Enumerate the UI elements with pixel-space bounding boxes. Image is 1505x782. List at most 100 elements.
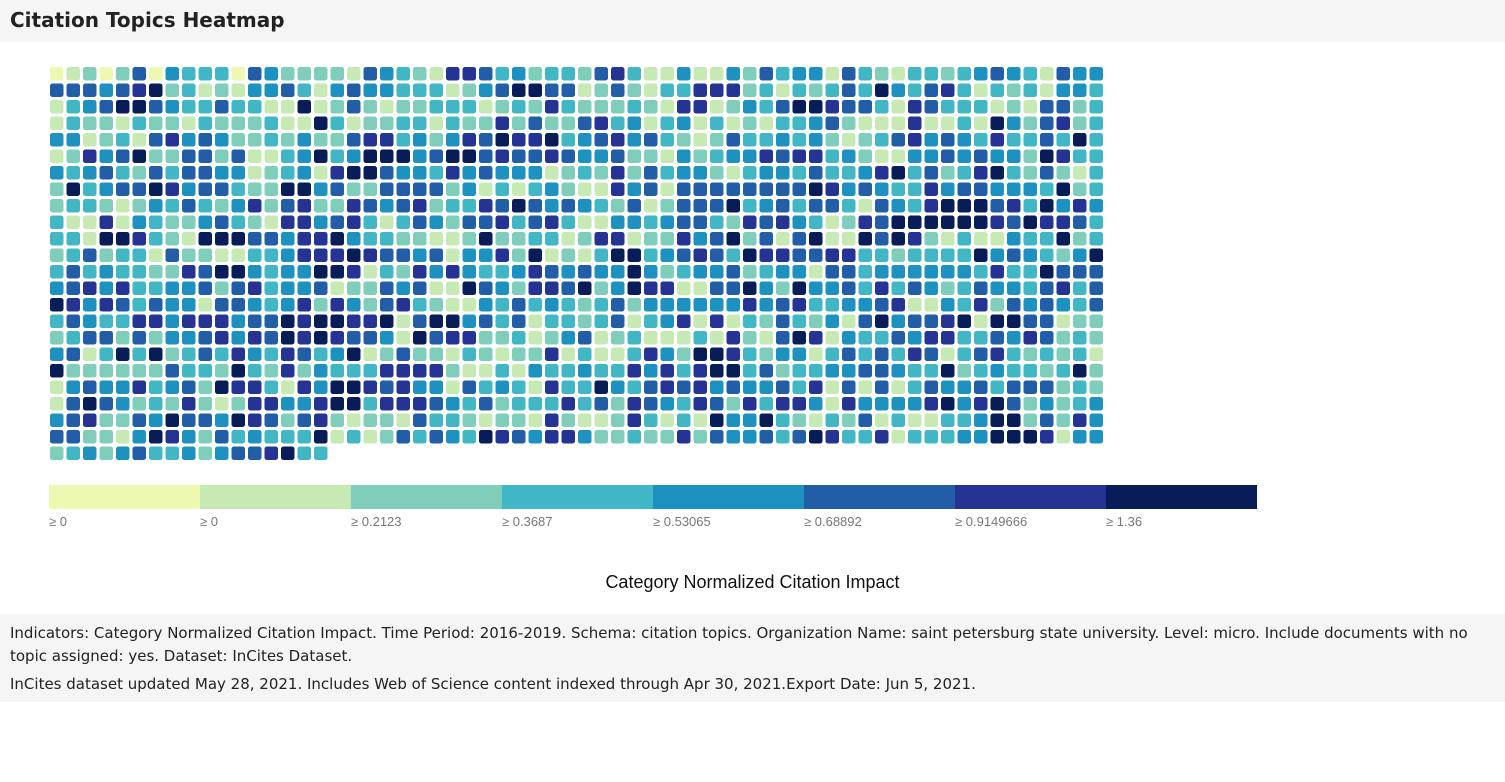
heatmap-cell[interactable]	[297, 446, 312, 461]
heatmap-cell[interactable]	[710, 331, 724, 345]
heatmap-cell[interactable]	[413, 298, 427, 312]
heatmap-cell[interactable]	[792, 331, 807, 345]
heatmap-cell[interactable]	[83, 265, 97, 279]
heatmap-cell[interactable]	[611, 397, 625, 411]
heatmap-cell[interactable]	[314, 298, 328, 312]
heatmap-cell[interactable]	[66, 100, 81, 114]
heatmap-cell[interactable]	[182, 298, 196, 312]
heatmap-cell[interactable]	[710, 281, 724, 296]
heatmap-cell[interactable]	[314, 413, 328, 428]
heatmap-cell[interactable]	[594, 413, 609, 428]
heatmap-cell[interactable]	[660, 248, 675, 263]
heatmap-cell[interactable]	[149, 380, 163, 395]
heatmap-cell[interactable]	[495, 215, 510, 230]
heatmap-cell[interactable]	[611, 215, 625, 230]
heatmap-cell[interactable]	[396, 331, 411, 345]
heatmap-cell[interactable]	[314, 166, 328, 180]
heatmap-cell[interactable]	[99, 166, 114, 180]
heatmap-cell[interactable]	[413, 281, 427, 296]
heatmap-cell[interactable]	[858, 182, 873, 197]
heatmap-cell[interactable]	[165, 314, 180, 329]
heatmap-cell[interactable]	[512, 166, 526, 180]
heatmap-cell[interactable]	[1040, 347, 1054, 362]
heatmap-cell[interactable]	[1023, 364, 1038, 378]
heatmap-cell[interactable]	[924, 265, 939, 279]
heatmap-cell[interactable]	[495, 199, 510, 213]
heatmap-cell[interactable]	[198, 116, 213, 131]
heatmap-cell[interactable]	[858, 149, 873, 164]
heatmap-cell[interactable]	[380, 232, 394, 246]
heatmap-cell[interactable]	[1007, 430, 1021, 444]
heatmap-cell[interactable]	[842, 331, 856, 345]
heatmap-cell[interactable]	[248, 133, 262, 147]
heatmap-cell[interactable]	[908, 199, 922, 213]
heatmap-cell[interactable]	[743, 67, 757, 81]
heatmap-cell[interactable]	[875, 364, 889, 378]
heatmap-cell[interactable]	[974, 314, 988, 329]
heatmap-cell[interactable]	[1007, 397, 1021, 411]
heatmap-cell[interactable]	[215, 248, 229, 263]
heatmap-cell[interactable]	[396, 298, 411, 312]
heatmap-cell[interactable]	[462, 380, 477, 395]
heatmap-cell[interactable]	[990, 413, 1005, 428]
heatmap-cell[interactable]	[248, 314, 262, 329]
heatmap-cell[interactable]	[759, 215, 774, 230]
heatmap-cell[interactable]	[413, 380, 427, 395]
heatmap-cell[interactable]	[248, 199, 262, 213]
heatmap-cell[interactable]	[363, 199, 378, 213]
heatmap-cell[interactable]	[99, 232, 114, 246]
heatmap-cell[interactable]	[495, 265, 510, 279]
heatmap-cell[interactable]	[512, 298, 526, 312]
heatmap-cell[interactable]	[215, 215, 229, 230]
heatmap-cell[interactable]	[462, 166, 477, 180]
heatmap-cell[interactable]	[545, 281, 559, 296]
heatmap-cell[interactable]	[644, 397, 658, 411]
heatmap-cell[interactable]	[363, 133, 378, 147]
heatmap-cell[interactable]	[396, 281, 411, 296]
heatmap-cell[interactable]	[165, 248, 180, 263]
heatmap-cell[interactable]	[281, 149, 295, 164]
heatmap-cell[interactable]	[743, 281, 757, 296]
heatmap-cell[interactable]	[116, 133, 130, 147]
heatmap-cell[interactable]	[858, 413, 873, 428]
heatmap-cell[interactable]	[578, 413, 592, 428]
heatmap-cell[interactable]	[149, 314, 163, 329]
heatmap-cell[interactable]	[1073, 331, 1087, 345]
heatmap-cell[interactable]	[1073, 364, 1087, 378]
heatmap-cell[interactable]	[231, 182, 246, 197]
heatmap-cell[interactable]	[347, 133, 361, 147]
heatmap-cell[interactable]	[281, 380, 295, 395]
heatmap-cell[interactable]	[792, 116, 807, 131]
heatmap-cell[interactable]	[99, 298, 114, 312]
heatmap-cell[interactable]	[1056, 281, 1071, 296]
heatmap-cell[interactable]	[132, 149, 147, 164]
heatmap-cell[interactable]	[710, 364, 724, 378]
heatmap-cell[interactable]	[627, 397, 642, 411]
heatmap-cell[interactable]	[413, 248, 427, 263]
heatmap-cell[interactable]	[1073, 100, 1087, 114]
heatmap-cell[interactable]	[627, 199, 642, 213]
heatmap-cell[interactable]	[314, 380, 328, 395]
heatmap-cell[interactable]	[941, 298, 955, 312]
heatmap-cell[interactable]	[182, 281, 196, 296]
heatmap-cell[interactable]	[363, 232, 378, 246]
heatmap-cell[interactable]	[891, 281, 906, 296]
heatmap-cell[interactable]	[149, 100, 163, 114]
heatmap-cell[interactable]	[561, 347, 576, 362]
heatmap-cell[interactable]	[429, 265, 444, 279]
heatmap-cell[interactable]	[380, 331, 394, 345]
heatmap-cell[interactable]	[1089, 364, 1104, 378]
heatmap-cell[interactable]	[858, 215, 873, 230]
heatmap-cell[interactable]	[330, 67, 345, 81]
heatmap-cell[interactable]	[990, 430, 1005, 444]
heatmap-cell[interactable]	[627, 232, 642, 246]
heatmap-cell[interactable]	[594, 380, 609, 395]
heatmap-cell[interactable]	[512, 133, 526, 147]
heatmap-cell[interactable]	[743, 166, 757, 180]
heatmap-cell[interactable]	[215, 83, 229, 98]
heatmap-cell[interactable]	[380, 182, 394, 197]
heatmap-cell[interactable]	[363, 149, 378, 164]
heatmap-cell[interactable]	[1056, 413, 1071, 428]
heatmap-cell[interactable]	[759, 116, 774, 131]
heatmap-cell[interactable]	[198, 364, 213, 378]
